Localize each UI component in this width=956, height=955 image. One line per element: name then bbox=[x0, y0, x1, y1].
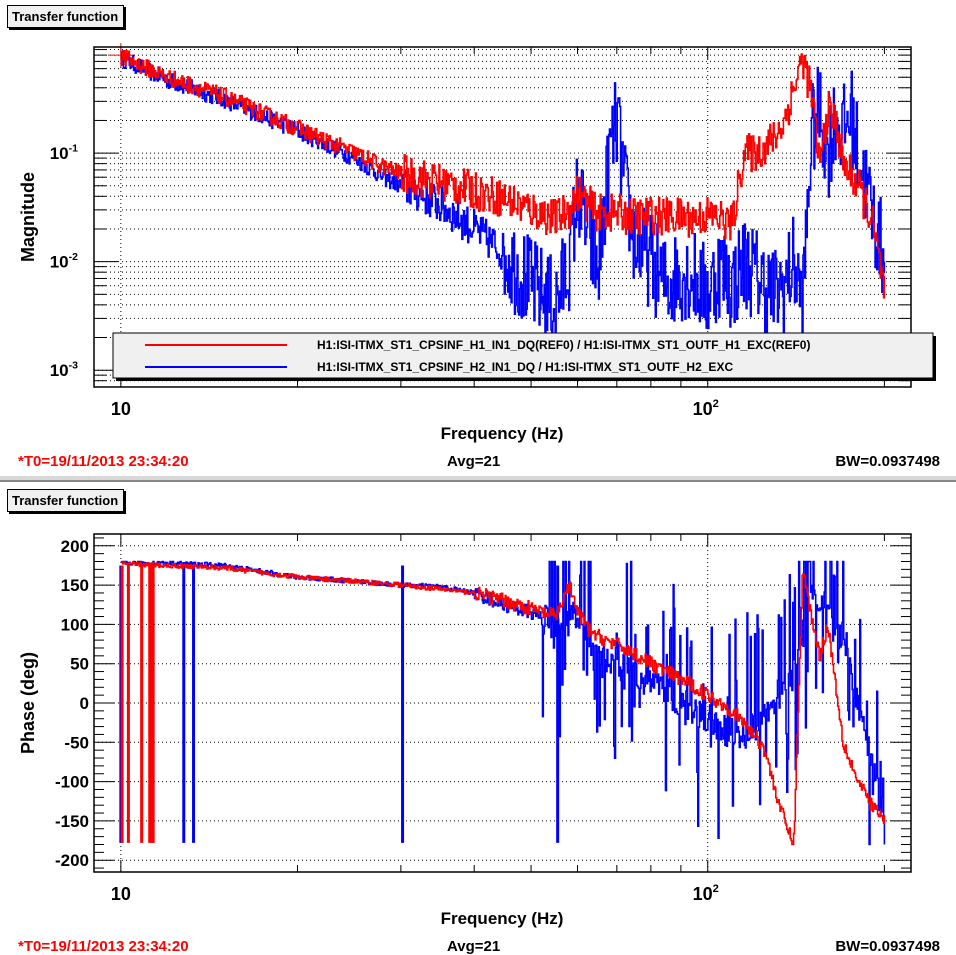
plot-frame bbox=[93, 533, 912, 873]
status-time: *T0=19/11/2013 23:34:20 bbox=[18, 938, 189, 955]
y-tick-label: -100 bbox=[55, 773, 89, 792]
pad-title: Transfer function bbox=[7, 489, 125, 512]
y-tick-label-exponent: -1 bbox=[69, 142, 79, 154]
traces bbox=[119, 560, 886, 846]
phase-chart[interactable]: 10 102 200 150 100 50 0 -50 -100 -150 -200 Frequenc… bbox=[0, 482, 956, 955]
legend[interactable]: H1:ISI-ITMX_ST1_CPSINF_H1_IN1_DQ(REF0) /… bbox=[112, 332, 936, 381]
legend-entry-label: H1:ISI-ITMX_ST1_CPSINF_H1_IN1_DQ(REF0) /… bbox=[317, 338, 810, 352]
y-tick-label-exponent: -2 bbox=[69, 251, 79, 263]
x-tick-label-exponent: 2 bbox=[713, 398, 719, 410]
status-avg: Avg=21 bbox=[447, 938, 501, 955]
pad-title: Transfer function bbox=[7, 5, 125, 28]
y-tick-label: 50 bbox=[70, 655, 89, 674]
trace-ref bbox=[120, 49, 886, 299]
magnitude-chart[interactable]: 10 102 10-1 10-2 10-3 Frequency (Hz) Magnitude… bbox=[0, 0, 956, 475]
x-tick-label-exponent: 2 bbox=[713, 883, 719, 895]
y-tick-label: 10-1 bbox=[50, 142, 78, 163]
legend-box bbox=[112, 332, 934, 379]
status-bw: BW=0.0937498 bbox=[835, 453, 940, 470]
y-tick-label: 10-2 bbox=[50, 251, 78, 272]
y-tick-label: 10-3 bbox=[50, 360, 78, 381]
trace-live bbox=[120, 560, 886, 846]
pad-divider[interactable] bbox=[0, 475, 956, 482]
x-tick-label: 102 bbox=[693, 398, 719, 419]
y-tick-label: 150 bbox=[61, 576, 89, 595]
x-tick-label: 102 bbox=[693, 883, 719, 904]
y-tick-label: -150 bbox=[55, 812, 89, 831]
x-tick-label: 10 bbox=[111, 884, 131, 904]
phase-pad: Transfer function 10 102 200 150 100 50 0 -50 -1… bbox=[0, 482, 956, 955]
y-axis-title: Phase (deg) bbox=[18, 652, 38, 754]
y-tick-label: -200 bbox=[55, 851, 89, 870]
y-tick-label: 200 bbox=[61, 537, 89, 556]
y-tick-label: 100 bbox=[61, 615, 89, 634]
magnitude-pad: Transfer function 10 102 10-1 10-2 10-3 Frequ… bbox=[0, 0, 956, 475]
status-bw: BW=0.0937498 bbox=[835, 938, 940, 955]
x-axis-title: Frequency (Hz) bbox=[441, 424, 564, 443]
y-axis-title: Magnitude bbox=[18, 172, 38, 262]
status-avg: Avg=21 bbox=[447, 453, 501, 470]
traces bbox=[120, 49, 886, 352]
y-tick-label-exponent: -3 bbox=[69, 360, 79, 372]
legend-entry-label: H1:ISI-ITMX_ST1_CPSINF_H2_IN1_DQ / H1:IS… bbox=[317, 360, 733, 374]
y-tick-label: -50 bbox=[64, 733, 89, 752]
plot-frame bbox=[93, 46, 912, 388]
trace-ref bbox=[120, 561, 886, 846]
x-tick-label: 10 bbox=[111, 399, 131, 419]
status-time: *T0=19/11/2013 23:34:20 bbox=[18, 453, 189, 470]
trace-live bbox=[120, 50, 886, 352]
x-axis-title: Frequency (Hz) bbox=[441, 909, 564, 928]
y-tick-label: 0 bbox=[80, 694, 89, 713]
